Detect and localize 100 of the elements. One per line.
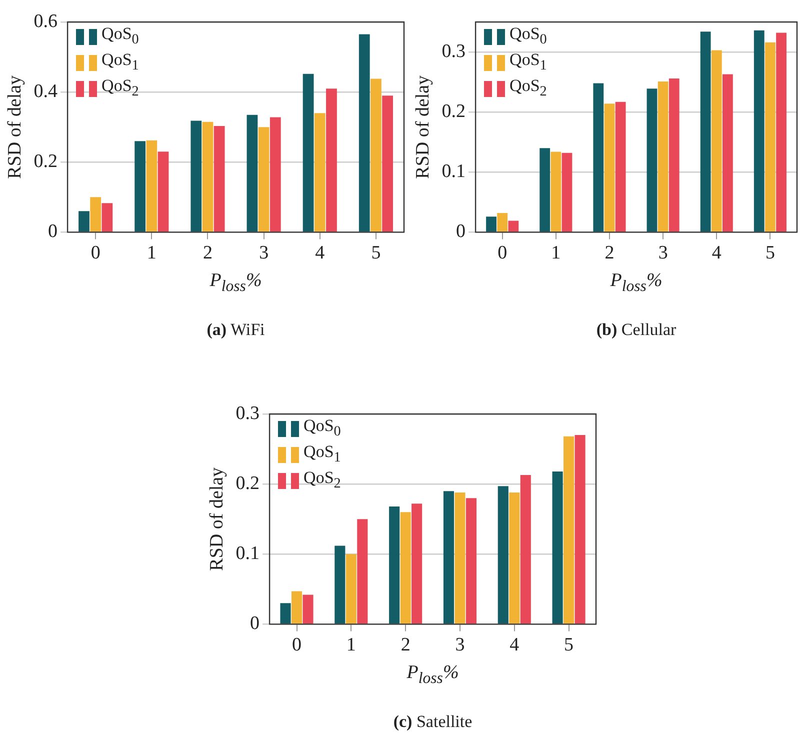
bar	[400, 512, 411, 624]
x-tick-label: 1	[146, 242, 156, 264]
bar	[382, 96, 393, 232]
x-tick-label: 2	[604, 242, 614, 264]
bar	[302, 74, 314, 232]
y-tick-label: 0.4	[34, 81, 58, 102]
bar	[765, 42, 776, 232]
text: (a) WiFi	[206, 320, 266, 340]
bar	[280, 603, 291, 624]
legend-label: QoS$_{0}$	[510, 24, 547, 48]
bar	[540, 148, 550, 232]
bar	[754, 30, 764, 232]
x-tick-label: 1	[346, 634, 356, 656]
bar	[326, 88, 337, 232]
legend-label: QoS$_{2}$	[102, 75, 139, 102]
bar	[158, 152, 169, 232]
bar	[291, 591, 302, 624]
bar	[466, 498, 477, 624]
bar	[497, 212, 508, 232]
x-tick-label: 3	[455, 634, 465, 656]
bar	[102, 203, 113, 232]
x-tick-label: 1	[551, 242, 561, 264]
legend-label: QoS$_{1}$	[510, 50, 547, 74]
bar	[711, 50, 722, 232]
bar	[668, 78, 680, 232]
x-tick-label: 5	[765, 242, 775, 264]
bar	[90, 197, 102, 232]
bar	[574, 435, 586, 624]
bar	[498, 486, 508, 624]
x-tick-label: 0	[90, 242, 100, 264]
y-tick-label: 0	[48, 221, 58, 242]
bar	[314, 113, 326, 232]
bar	[520, 474, 531, 624]
y-axis-title: RSD of delay	[412, 74, 434, 179]
x-tick-label: 0	[292, 634, 302, 656]
text: (c) Satellite	[392, 712, 474, 732]
y-tick-label: 0.2	[442, 101, 466, 122]
bar	[722, 74, 733, 232]
x-tick-label: 4	[712, 242, 722, 264]
y-tick-label: 0.1	[442, 161, 466, 182]
text: (b) Cellular	[595, 320, 678, 340]
bar	[346, 554, 356, 624]
x-tick-label: 2	[400, 634, 410, 656]
y-axis-title: RSD of delay	[206, 466, 228, 571]
bar	[550, 152, 562, 232]
y-tick-label: 0.2	[34, 151, 58, 172]
bar	[552, 471, 563, 624]
bar	[509, 492, 520, 624]
bar	[334, 546, 346, 624]
bar	[412, 504, 422, 624]
legend-label: QoS$_{0}$	[304, 416, 341, 440]
legend-label: QoS$_{0}$	[102, 24, 139, 48]
bar	[562, 152, 572, 232]
x-tick-label: 4	[315, 242, 326, 264]
y-tick-label: 0	[456, 221, 466, 242]
x-axis-title: P$_{loss}$%	[610, 270, 662, 295]
legend-label: QoS$_{2}$	[304, 467, 341, 494]
bar	[700, 32, 711, 232]
bar	[389, 506, 400, 624]
bar	[270, 117, 281, 232]
bar	[604, 104, 615, 232]
bar	[776, 32, 786, 232]
bar	[357, 519, 368, 624]
y-axis-title: RSD of delay	[4, 74, 26, 179]
x-tick-label: 0	[498, 242, 508, 264]
bar	[214, 126, 225, 232]
x-axis-title: P$_{loss}$%	[210, 270, 262, 295]
bar	[486, 216, 496, 232]
bar	[454, 492, 466, 624]
bar	[246, 114, 258, 232]
bar	[78, 211, 90, 232]
y-tick-label: 0.2	[236, 473, 260, 494]
bar	[593, 83, 604, 232]
x-tick-label: 3	[259, 242, 269, 264]
x-tick-label: 4	[510, 634, 520, 656]
bar	[646, 88, 658, 232]
legend-label: QoS$_{1}$	[102, 50, 139, 74]
x-axis-title: P$_{loss}$%	[406, 662, 459, 687]
bar	[190, 120, 202, 232]
y-tick-label: 0.3	[442, 41, 466, 62]
bar	[508, 220, 519, 232]
bar	[358, 34, 370, 232]
bar	[146, 140, 158, 232]
x-tick-label: 5	[564, 634, 574, 656]
bar	[615, 102, 626, 232]
y-tick-label: 0	[250, 613, 260, 634]
legend-label: QoS$_{2}$	[510, 75, 547, 102]
bar	[134, 141, 146, 232]
legend-label: QoS$_{1}$	[304, 442, 341, 466]
x-tick-label: 2	[202, 242, 212, 264]
bar	[202, 122, 214, 232]
bar	[302, 594, 314, 624]
bar	[258, 127, 270, 232]
y-tick-label: 0.3	[236, 402, 260, 424]
x-tick-label: 5	[371, 242, 381, 264]
bar	[658, 81, 668, 232]
bar	[564, 436, 574, 624]
bar	[443, 491, 454, 624]
x-tick-label: 3	[658, 242, 668, 264]
y-tick-label: 0.6	[34, 10, 58, 32]
